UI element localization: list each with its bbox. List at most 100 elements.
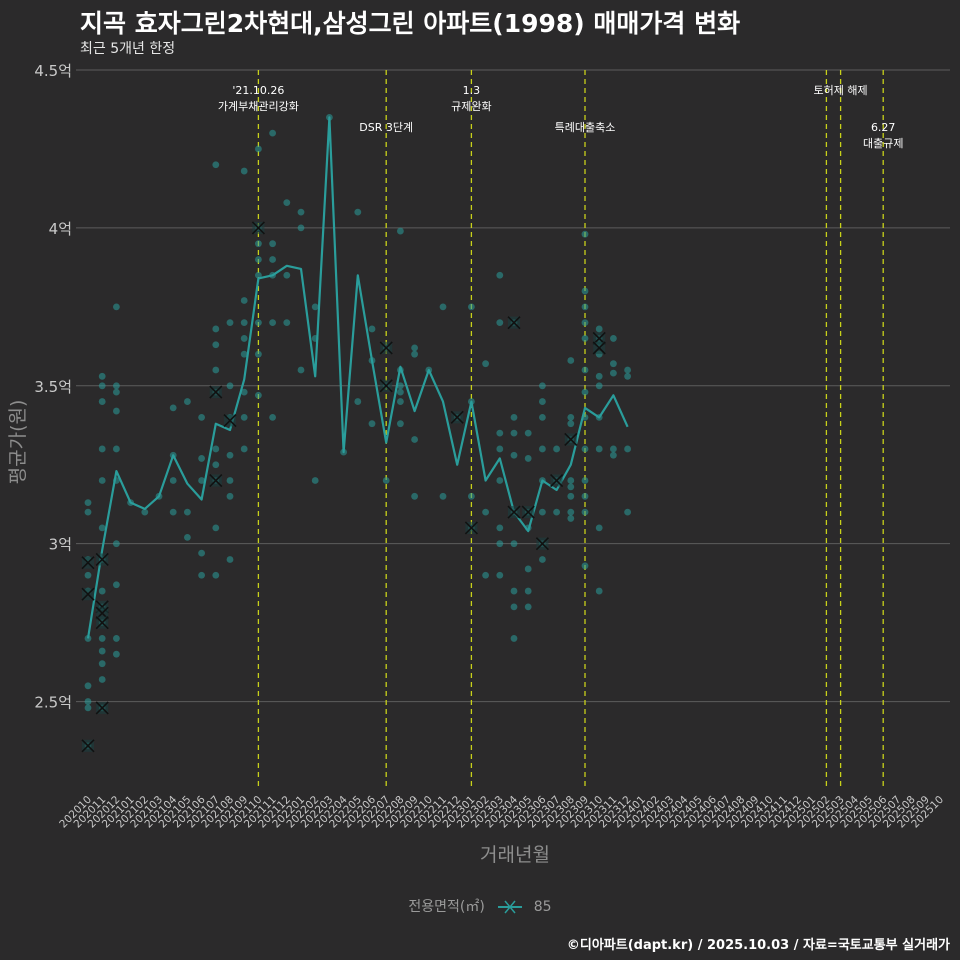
x-marker-stroke: [507, 505, 521, 519]
policy-annotation: DSR 3단계: [359, 121, 413, 134]
x-marker: [564, 432, 578, 447]
x-marker: [81, 739, 95, 753]
data-point: [198, 549, 206, 557]
source-caption: ©디아파트(dapt.kr) / 2025.10.03 / 자료=국토교통부 실…: [566, 938, 950, 953]
data-point: [539, 382, 546, 390]
data-point: [411, 344, 418, 352]
x-marker-stroke: [592, 341, 606, 355]
x-marker: [507, 505, 521, 519]
y-tick-label: 2.5억: [34, 694, 72, 712]
data-point: [98, 382, 106, 390]
data-point: [510, 429, 518, 437]
series-line-85: [86, 116, 629, 639]
data-point: [496, 571, 504, 579]
data-point: [595, 382, 603, 390]
data-point: [610, 369, 617, 377]
x-marker-stroke: [95, 552, 109, 567]
x-marker-stroke: [379, 379, 393, 393]
x-marker-stroke: [223, 413, 237, 428]
legend-title: 전용면적(㎡): [408, 899, 485, 915]
data-point: [567, 483, 575, 491]
data-point: [212, 341, 220, 349]
data-point: [595, 445, 603, 453]
data-point: [255, 350, 262, 358]
data-point: [184, 533, 191, 541]
data-point: [510, 603, 518, 611]
x-marker: [535, 537, 549, 551]
data-point: [510, 635, 518, 642]
data-point: [269, 413, 276, 421]
data-point: [581, 492, 589, 500]
data-point: [567, 492, 575, 500]
data-point: [269, 319, 276, 327]
data-point: [524, 603, 532, 611]
data-point: [496, 445, 504, 453]
data-point: [169, 404, 177, 412]
page-subtitle: 최근 5개년 한정: [80, 41, 176, 57]
data-point: [581, 303, 589, 311]
y-axis-label: 평균가(원): [7, 400, 29, 485]
data-point: [581, 287, 589, 295]
data-point: [397, 227, 404, 235]
legend: 전용면적(㎡) 85: [0, 896, 960, 916]
x-marker: [464, 521, 478, 535]
data-point: [411, 350, 418, 358]
data-point: [510, 413, 518, 421]
x-marker-stroke: [464, 521, 478, 535]
x-marker-stroke: [209, 385, 223, 399]
data-point: [610, 335, 617, 342]
data-point: [567, 477, 575, 484]
x-marker-stroke: [81, 556, 95, 570]
data-point: [113, 388, 120, 396]
data-point: [510, 587, 518, 595]
data-point: [539, 398, 546, 405]
data-point: [624, 445, 631, 453]
data-point: [311, 477, 319, 484]
data-point: [524, 587, 532, 595]
x-marker-stroke: [535, 537, 549, 551]
x-tick-labels: 2020102020112020122021012021022021032021…: [57, 793, 946, 830]
data-point: [595, 524, 603, 532]
data-point: [84, 704, 92, 712]
policy-annotation: 규제완화: [451, 100, 491, 113]
x-marker: [550, 473, 564, 488]
average-price-line: [86, 116, 629, 639]
data-point: [297, 208, 305, 216]
data-point: [411, 436, 418, 443]
data-point: [354, 398, 362, 405]
data-point: [169, 477, 177, 484]
y-tick-label: 3.5억: [34, 378, 72, 396]
data-point: [610, 451, 617, 459]
data-point: [539, 445, 546, 453]
data-point: [113, 445, 120, 453]
data-point: [496, 477, 504, 484]
data-point: [255, 391, 262, 399]
data-point: [113, 540, 120, 548]
data-point: [269, 240, 276, 248]
data-point: [84, 635, 92, 642]
data-point: [98, 524, 106, 532]
data-point: [198, 571, 206, 579]
data-point: [141, 508, 149, 516]
data-point: [510, 540, 518, 548]
data-point: [524, 565, 532, 573]
x-marker-stroke: [95, 701, 109, 715]
y-tick-label: 3억: [49, 536, 72, 554]
data-point: [610, 360, 617, 368]
x-marker-stroke: [507, 316, 521, 330]
data-point: [283, 199, 291, 207]
data-point: [595, 372, 603, 380]
x-marker: [379, 379, 393, 393]
data-point: [624, 366, 631, 374]
x-marker: [592, 341, 606, 355]
data-point: [496, 319, 504, 327]
data-point: [84, 571, 92, 579]
x-marker-stroke: [564, 432, 578, 447]
x-marker-stroke: [251, 221, 265, 235]
policy-annotation: 가계부채관리강화: [218, 100, 299, 113]
legend-label: 85: [533, 899, 552, 915]
data-point: [581, 335, 589, 342]
data-point: [311, 303, 319, 311]
data-point: [567, 515, 575, 522]
